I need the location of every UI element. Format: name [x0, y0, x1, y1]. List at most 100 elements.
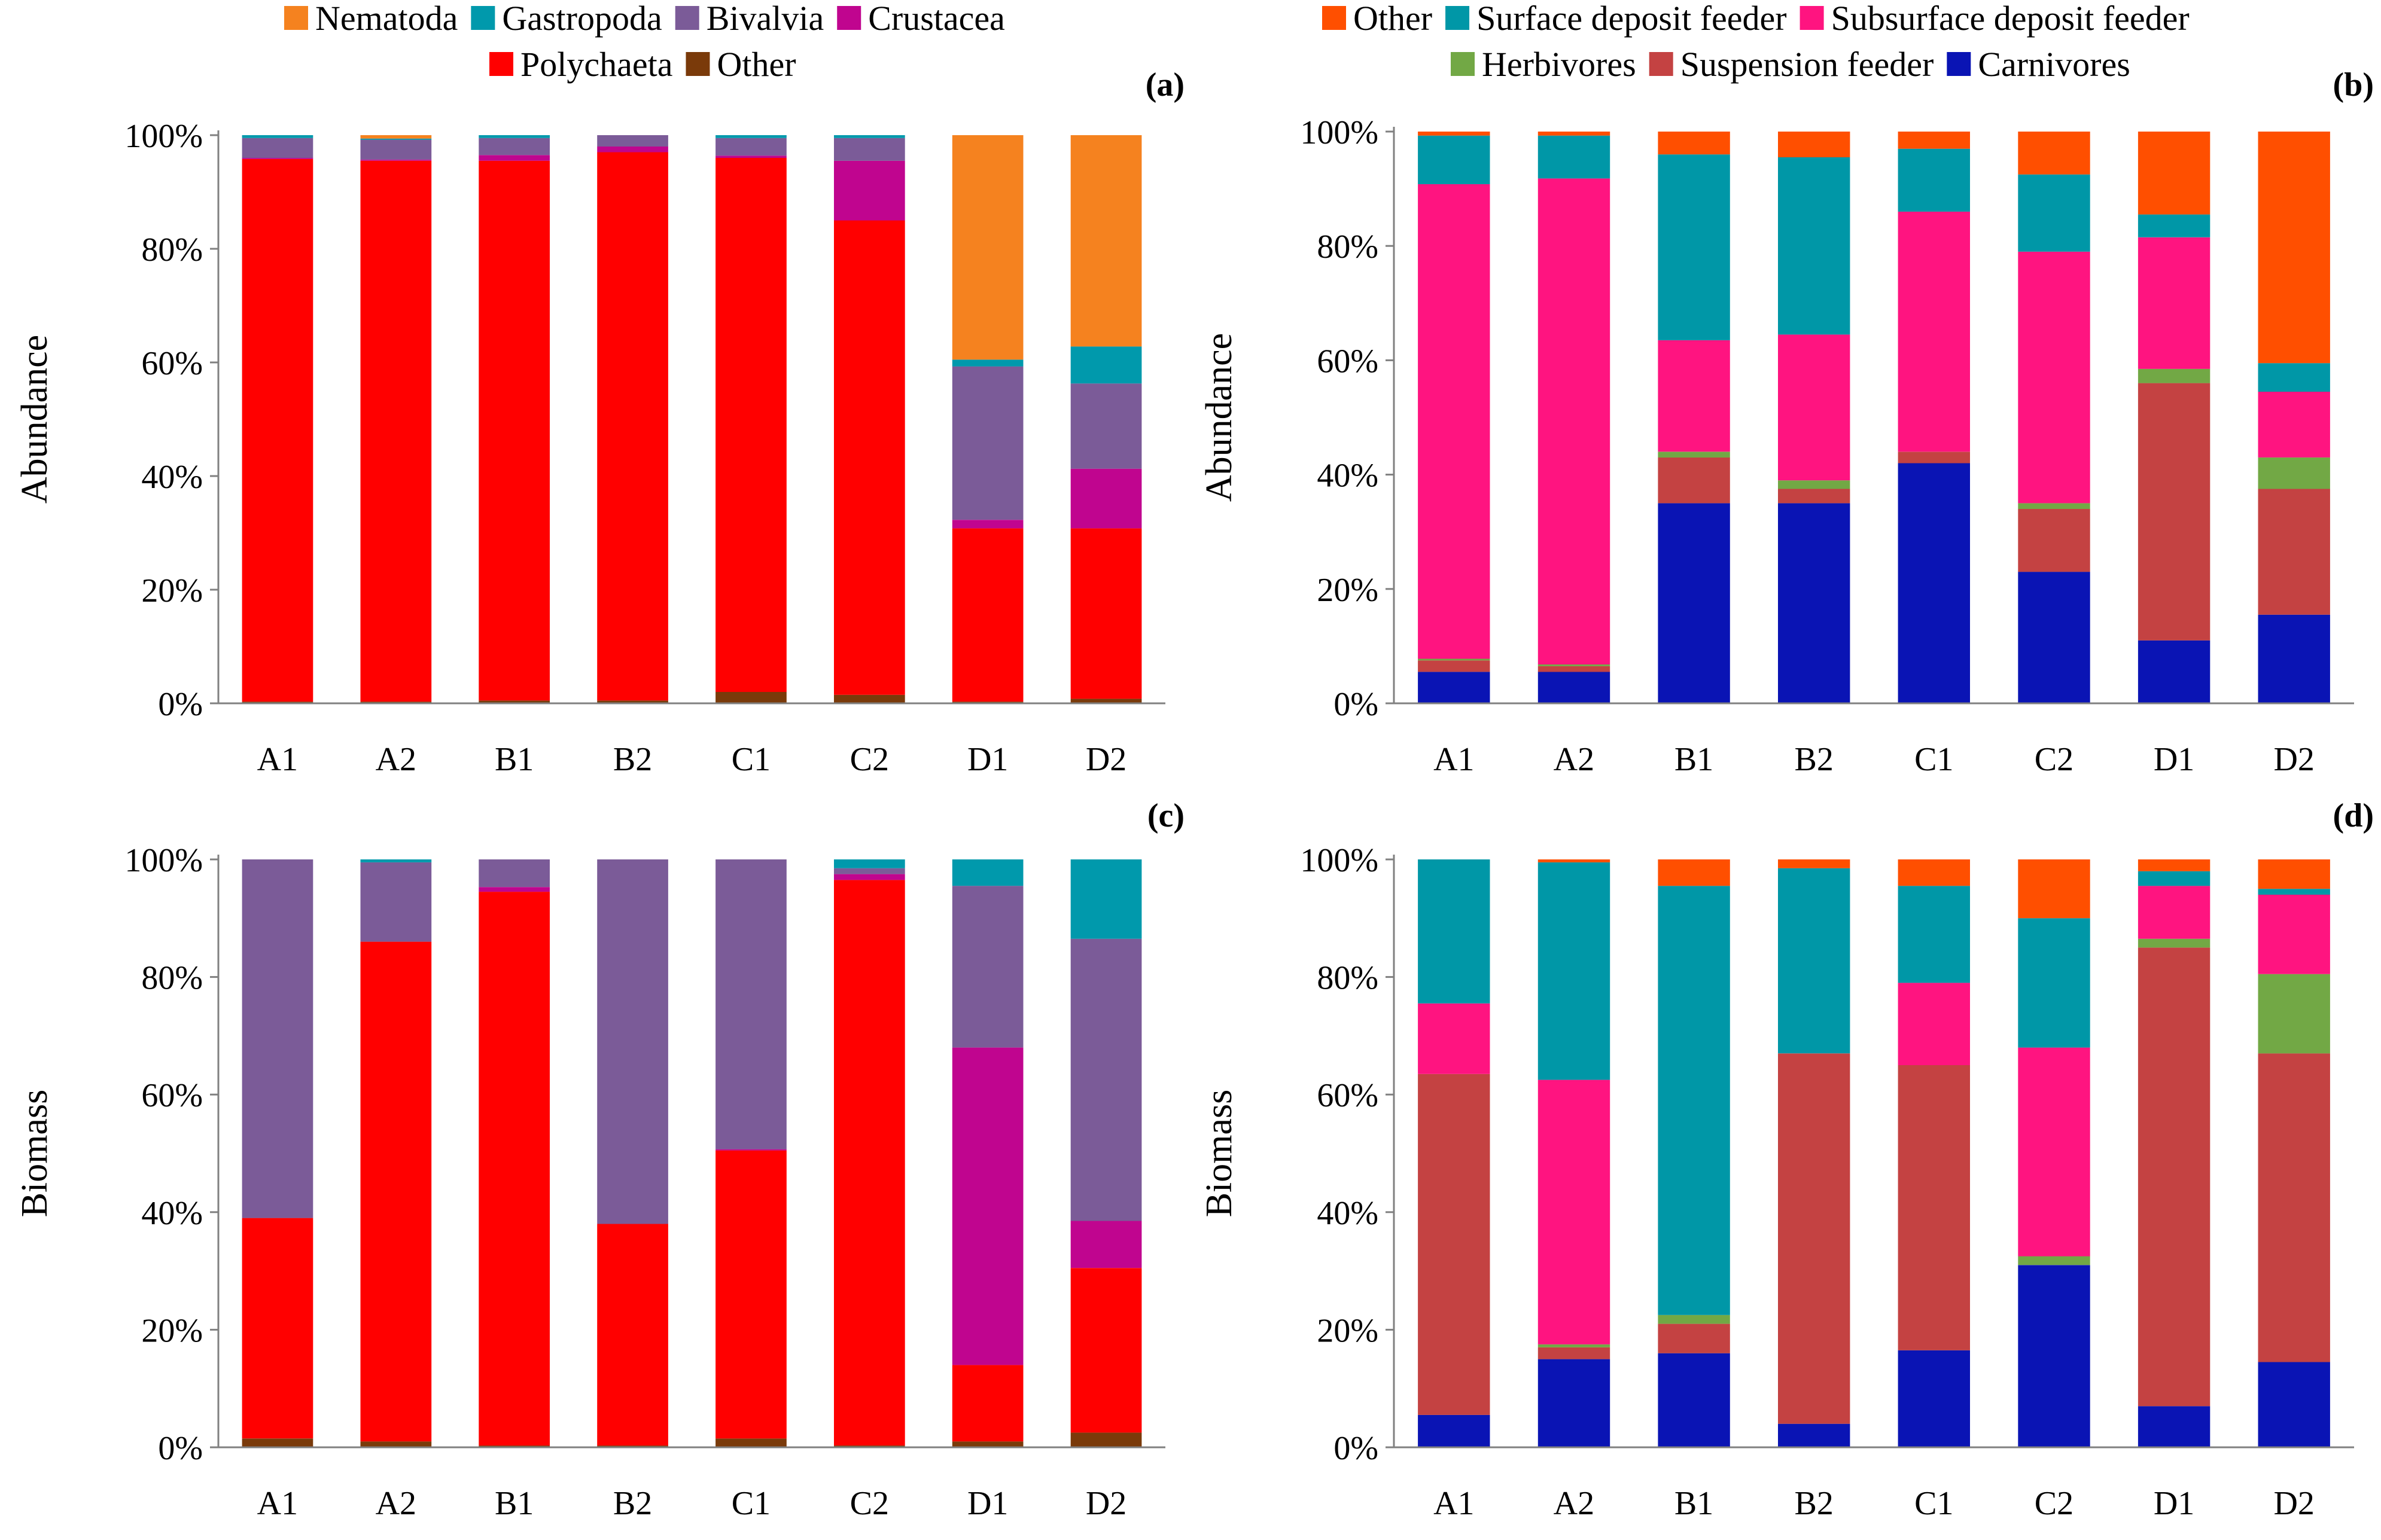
- bar-segment-c-C1-polychaeta: [715, 1150, 787, 1439]
- bar-segment-d-B2-surface-deposit-feeder: [1778, 868, 1850, 1054]
- legend-swatch-b-herbivores: [1451, 52, 1475, 76]
- x-tick-label-b-C2: C2: [2035, 741, 2074, 778]
- bar-segment-d-D2-carnivores: [2258, 1362, 2330, 1447]
- bar-segment-d-D1-subsurface-deposit-feeder: [2138, 886, 2211, 939]
- y-tick-label-c: 60%: [141, 1077, 203, 1114]
- y-tick-label-d: 60%: [1317, 1077, 1378, 1114]
- bar-segment-b-D1-suspension-feeder: [2138, 383, 2211, 641]
- bar-segment-c-C2-bivalvia: [834, 868, 905, 874]
- bar-segment-b-C1-surface-deposit-feeder: [1898, 148, 1970, 212]
- bar-segment-c-B2-polychaeta: [597, 1224, 668, 1446]
- bar-segment-c-A2-other: [360, 1441, 432, 1447]
- bar-segment-a-A1-gastropoda: [242, 135, 313, 138]
- x-tick-label-a-A1: A1: [257, 741, 298, 778]
- x-tick-label-d-A1: A1: [1433, 1485, 1474, 1522]
- bar-segment-d-D2-other: [2258, 859, 2330, 889]
- bar-segment-c-C1-crustacea: [715, 1149, 787, 1151]
- bar-segment-a-D1-polychaeta: [952, 528, 1024, 702]
- bar-segment-d-D1-herbivores: [2138, 938, 2211, 948]
- bar-segment-c-A2-gastropoda: [360, 859, 432, 862]
- panel-label-b: (b): [2333, 66, 2374, 103]
- y-tick-label-b: 60%: [1317, 343, 1378, 380]
- bar-segment-a-D2-bivalvia: [1070, 383, 1142, 469]
- bar-segment-a-C1-gastropoda: [715, 135, 787, 138]
- bar-segment-d-D2-surface-deposit-feeder: [2258, 889, 2330, 895]
- bar-segment-d-A2-carnivores: [1537, 1359, 1610, 1447]
- legend-swatch-a-nematoda: [284, 6, 308, 30]
- legend-label-a-nematoda: Nematoda: [315, 0, 458, 38]
- bar-segment-a-C1-polychaeta: [715, 158, 787, 692]
- chart-panel-c: 0% 20% 40% 60% 80% 100% A1 A2 B1 B2 C1 C2 D1 D2 Biomas…: [14, 797, 1185, 1522]
- legend-swatch-b-other: [1322, 6, 1346, 30]
- bar-segment-a-A2-polychaeta: [360, 160, 432, 702]
- bar-segment-d-B1-carnivores: [1658, 1353, 1730, 1447]
- bar-segment-b-A2-herbivores: [1537, 664, 1610, 666]
- bar-segment-c-C2-polychaeta: [834, 880, 905, 1446]
- legend-swatch-a-bivalvia: [675, 6, 699, 30]
- bar-segment-b-B1-other: [1658, 132, 1730, 155]
- bar-segment-c-A1-bivalvia: [242, 859, 313, 1218]
- bar-segment-d-C1-suspension-feeder: [1898, 1065, 1970, 1350]
- y-tick-label-a: 100%: [124, 118, 203, 155]
- bar-segment-a-C1-crustacea: [715, 155, 787, 158]
- bar-segment-c-C1-other: [715, 1438, 787, 1447]
- bar-segment-a-D1-crustacea: [952, 520, 1024, 529]
- bar-segment-b-D1-carnivores: [2138, 640, 2211, 703]
- y-tick-label-b: 40%: [1317, 458, 1378, 495]
- bar-segment-d-D2-subsurface-deposit-feeder: [2258, 895, 2330, 974]
- bar-segment-c-A2-polychaeta: [360, 941, 432, 1442]
- bar-segment-d-A2-other: [1537, 859, 1610, 862]
- bar-segment-b-B1-surface-deposit-feeder: [1658, 154, 1730, 340]
- bar-segment-d-B2-suspension-feeder: [1778, 1053, 1850, 1424]
- bar-segment-b-A2-surface-deposit-feeder: [1537, 135, 1610, 179]
- bar-segment-a-B2-crustacea: [597, 147, 668, 153]
- bar-segment-b-B1-herbivores: [1658, 452, 1730, 458]
- y-tick-label-a: 0%: [158, 686, 203, 723]
- bar-segment-a-A2-gastropoda: [360, 138, 432, 140]
- bar-segment-d-D2-suspension-feeder: [2258, 1053, 2330, 1362]
- bar-segment-a-C2-bivalvia: [834, 138, 905, 161]
- bar-segment-d-D1-carnivores: [2138, 1406, 2211, 1447]
- bar-segment-a-C2-crustacea: [834, 160, 905, 221]
- bar-segment-b-B2-carnivores: [1778, 503, 1850, 703]
- x-tick-label-a-C2: C2: [850, 741, 889, 778]
- bar-segment-c-D1-polychaeta: [952, 1365, 1024, 1442]
- bar-segment-d-A2-herbivores: [1537, 1344, 1610, 1347]
- x-tick-label-b-C1: C1: [1914, 741, 1953, 778]
- y-tick-label-b: 100%: [1300, 114, 1378, 151]
- bar-segment-b-D2-herbivores: [2258, 457, 2330, 489]
- bar-segment-d-B1-herbivores: [1658, 1315, 1730, 1324]
- panel-label-d: (d): [2333, 797, 2374, 834]
- legend-label-a-crustacea: Crustacea: [868, 0, 1005, 38]
- bar-segment-c-D2-polychaeta: [1070, 1268, 1142, 1433]
- x-tick-label-c-D1: D1: [967, 1485, 1008, 1522]
- bar-segment-c-B1-bivalvia: [479, 859, 550, 888]
- y-axis-title-d: Biomass: [1199, 1090, 1240, 1218]
- bar-segment-d-C2-surface-deposit-feeder: [2018, 918, 2090, 1048]
- bar-segment-a-A1-polychaeta: [242, 158, 313, 702]
- bar-segment-b-A1-other: [1418, 132, 1490, 136]
- x-tick-label-a-A2: A2: [376, 741, 416, 778]
- x-tick-label-a-B1: B1: [495, 741, 534, 778]
- bar-segment-b-B2-suspension-feeder: [1778, 489, 1850, 504]
- bar-segment-a-B1-crustacea: [479, 155, 550, 161]
- chart-panel-a: 0% 20% 40% 60% 80% 100% A1 A2 B1 B2 C1 C2 D1 D2 Abunda…: [14, 0, 1185, 778]
- bar-segment-d-C2-other: [2018, 859, 2090, 919]
- bar-segment-d-D1-suspension-feeder: [2138, 947, 2211, 1407]
- bar-segment-a-D2-gastropoda: [1070, 346, 1142, 384]
- bar-segment-b-A2-suspension-feeder: [1537, 666, 1610, 672]
- legend-label-a-gastropoda: Gastropoda: [502, 0, 662, 38]
- bar-segment-b-A1-subsurface-deposit-feeder: [1418, 184, 1490, 659]
- bar-segment-b-C2-suspension-feeder: [2018, 509, 2090, 572]
- bar-segment-c-D1-other: [952, 1441, 1024, 1447]
- bar-segment-c-C2-crustacea: [834, 874, 905, 880]
- bar-segment-d-B1-other: [1658, 859, 1730, 886]
- x-tick-label-a-D2: D2: [1086, 741, 1126, 778]
- bar-segment-d-C2-carnivores: [2018, 1265, 2090, 1447]
- x-tick-label-c-D2: D2: [1086, 1485, 1126, 1522]
- bar-segment-b-D2-surface-deposit-feeder: [2258, 363, 2330, 392]
- bar-segment-b-A1-suspension-feeder: [1418, 660, 1490, 672]
- y-tick-label-d: 80%: [1317, 960, 1378, 997]
- bar-segment-d-A2-suspension-feeder: [1537, 1347, 1610, 1359]
- x-tick-label-c-C1: C1: [732, 1485, 771, 1522]
